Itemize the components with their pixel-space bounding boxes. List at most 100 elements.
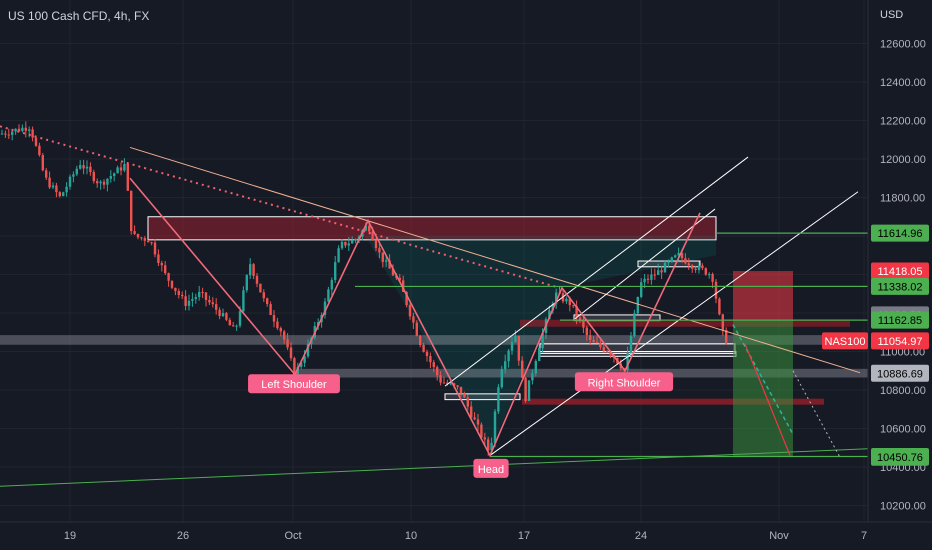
projection-arrow-red [744,343,791,456]
candle-body [680,253,684,259]
candle-body [517,335,520,361]
candle-body [599,343,602,348]
candle-body [589,335,592,341]
price-label-bg[interactable] [871,262,929,280]
candle-body [249,264,252,276]
time-tick-label: 19 [64,530,76,542]
candle-body [568,298,571,306]
candle-body [238,311,242,326]
annotation-badge[interactable] [473,458,509,478]
candle-body [691,265,694,269]
candle-body [293,358,296,376]
candle-body [582,320,585,328]
candle-body [269,304,272,316]
candle-body [4,133,7,135]
candle-body [449,383,452,385]
candle-body [174,287,177,292]
candle-body [405,291,408,306]
candle-body [510,341,514,351]
candle-body [289,347,293,359]
candle-body [150,242,153,244]
candle-body [483,437,486,440]
annotation-badge[interactable] [574,372,674,392]
candle-body [660,270,663,273]
rising-support-line [0,448,869,487]
candle-body [143,238,146,241]
candle-body [636,296,639,314]
candle-body [456,385,459,387]
candle-body [17,128,21,132]
candle-body [276,321,279,329]
time-axis-bg [0,522,932,550]
candle-body [194,297,197,299]
candle-body [167,273,170,281]
annotation-label: Left Shoulder [261,379,327,391]
candle-body [725,330,728,344]
price-label-bg[interactable] [871,364,929,382]
candle-body [337,248,340,263]
candle-body [711,274,714,282]
candle-body [201,292,204,294]
candle-body [572,305,575,307]
candle-body [473,417,476,420]
candle-body [442,382,446,384]
candle-body [99,181,102,184]
candle-body [640,282,643,297]
candle-body [62,192,65,197]
red-band-lower [522,398,824,405]
candle-body [415,322,418,336]
price-label-value: 10886.69 [877,368,923,380]
price-tick-label: 12600.00 [880,39,926,51]
candle-body [663,262,667,273]
candle-body [109,176,112,179]
candle-body [82,165,85,169]
range-box [444,393,521,401]
candle-body [592,340,595,343]
candle-body [330,279,333,290]
price-label-value: 11418.05 [877,266,922,278]
range-box [539,351,737,357]
annotation-badge[interactable] [248,374,340,394]
candle-body [225,313,228,320]
candle-body [85,166,89,169]
candle-body [466,397,469,407]
price-label-bg[interactable] [871,332,929,350]
candle-body [170,280,174,288]
price-label-bg[interactable] [871,311,929,329]
candle-body [677,253,680,256]
candle-body [646,278,650,280]
price-tick-label: 10200.00 [880,501,926,513]
candle-body [650,274,653,280]
candle-body [38,145,41,156]
candle-body [130,190,133,232]
candle-body [41,155,44,171]
candle-body [408,305,412,317]
candle-body [534,360,537,374]
symbol-title[interactable]: US 100 Cash CFD, 4h, FX [8,9,150,23]
candle-body [463,393,466,398]
candle-body [595,342,599,344]
candle-body [585,327,588,336]
candle-body [34,137,38,146]
supply-zone [147,216,717,241]
candle-body [68,176,72,187]
price-label-bg[interactable] [871,277,929,295]
candle-body [96,181,99,184]
symbol-badge-label: NAS100 [825,336,866,348]
descending-trendline [129,146,861,374]
price-label-bg[interactable] [871,224,929,242]
price-label-bg[interactable] [871,448,929,466]
candle-body [7,134,10,136]
candle-body [204,292,208,300]
candle-body [55,185,58,193]
candle-body [133,231,136,235]
candle-body [609,352,612,355]
candle-body [521,360,524,378]
position-stop-zone [733,271,793,321]
candle-body [272,315,276,322]
candle-body [551,303,554,311]
symbol-badge[interactable] [822,332,868,350]
candle-body [493,411,497,443]
